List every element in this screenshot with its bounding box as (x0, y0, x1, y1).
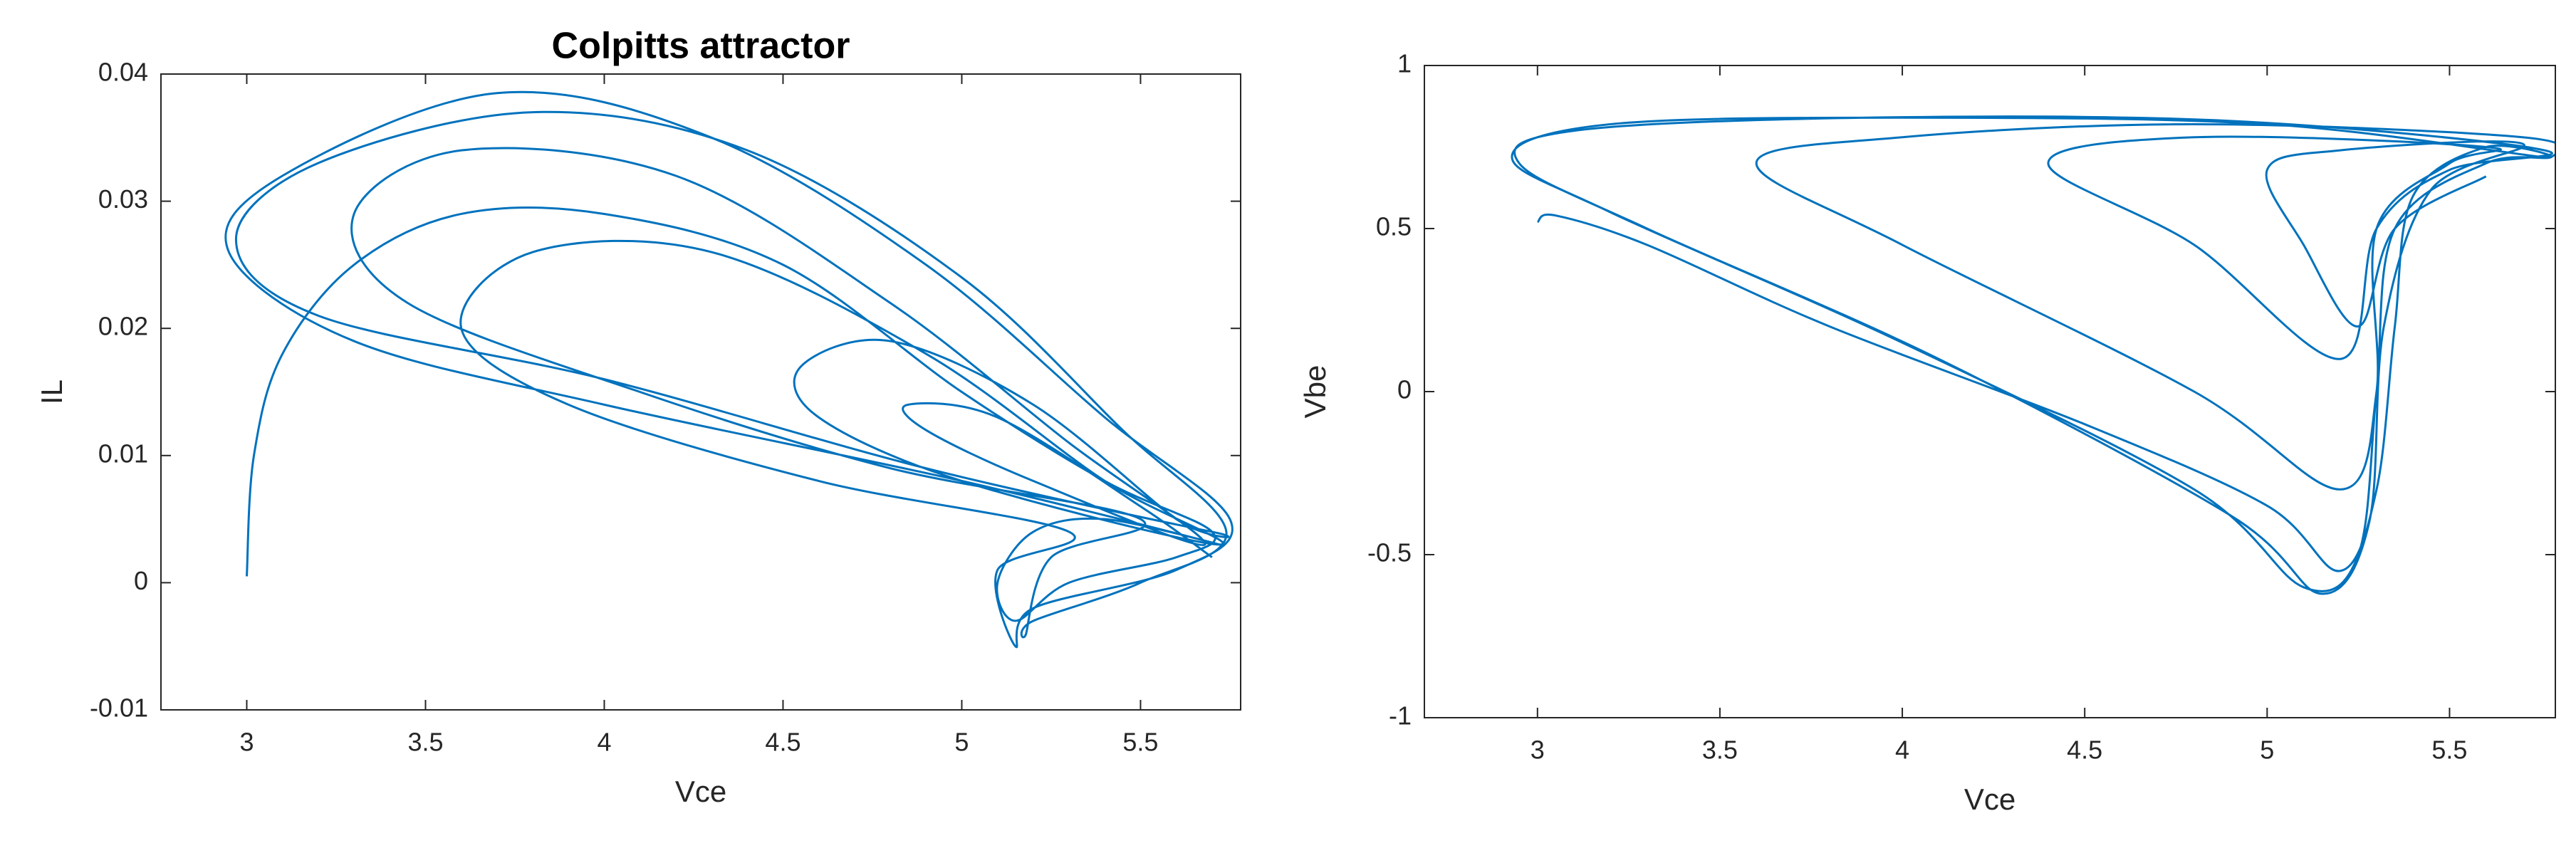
x-tick-label: 3.5 (1702, 735, 1738, 765)
y-tick-label: 1 (1397, 49, 1412, 78)
axes: 3 3.5 4 4.5 5 5.5 -1 -0.5 0 0.5 1 Vce Vbe (1298, 49, 2556, 816)
x-tick-label: 4.5 (2067, 735, 2102, 765)
x-axis-label: Vce (675, 775, 726, 808)
y-tick-label: -0.01 (90, 693, 148, 723)
y-tick-label: 0.5 (1376, 212, 1412, 241)
axes-box (160, 73, 1241, 711)
y-tick-label: -0.5 (1367, 538, 1412, 567)
x-tick-label: 4 (1895, 735, 1909, 765)
y-axis-label: IL (35, 379, 68, 404)
plot-area (1424, 66, 2555, 718)
plot (224, 90, 1234, 649)
y-tick-label: 0.04 (98, 58, 148, 87)
y-tick-label: 0.01 (98, 439, 148, 468)
y-axis-label: Vbe (1298, 365, 1332, 419)
trajectory (224, 90, 1234, 649)
y-tick-label: 0.02 (98, 312, 148, 341)
x-tick-label: 5.5 (1122, 728, 1158, 757)
trajectory (1511, 115, 2555, 595)
x-tick-label: 5 (954, 728, 969, 757)
y-tick-label: 0 (134, 566, 148, 595)
x-tick-label: 3.5 (407, 728, 443, 757)
x-tick-label: 4 (597, 728, 611, 757)
x-tick-label: 4.5 (765, 728, 801, 757)
x-tick-label: 5.5 (2431, 735, 2467, 765)
plot (1511, 115, 2555, 595)
x-tick-label: 3 (1531, 735, 1545, 765)
y-tick-label: 0.03 (98, 184, 148, 214)
x-tick-label: 5 (2260, 735, 2274, 765)
chart-title: Colpitts attractor (552, 26, 850, 67)
x-tick-label: 3 (239, 728, 254, 757)
y-tick-label: -1 (1389, 701, 1412, 731)
axes: 3 3.5 4 4.5 5 5.5 -0.01 0 0.01 0.02 0.03 0.04 Colpit… (35, 26, 1241, 808)
plot-area (161, 74, 1241, 710)
y-tick-label: 0 (1397, 375, 1412, 404)
x-axis-label: Vce (1964, 782, 2016, 816)
